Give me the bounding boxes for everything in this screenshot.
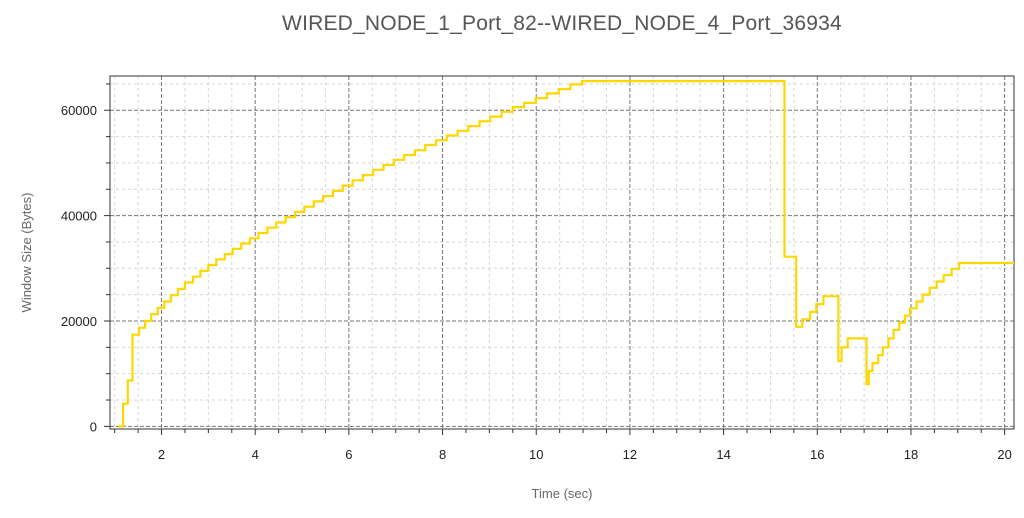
- x-tick-label: 6: [345, 447, 352, 462]
- y-tick-label: 0: [90, 419, 97, 434]
- x-tick-label: 2: [158, 447, 165, 462]
- x-tick-label: 8: [439, 447, 446, 462]
- x-axis-label: Time (sec): [532, 486, 593, 501]
- x-tick-label: 18: [904, 447, 918, 462]
- x-tick-label: 14: [716, 447, 730, 462]
- x-tick-label: 20: [997, 447, 1011, 462]
- plot-area: [110, 76, 1014, 429]
- y-tick-label: 40000: [61, 209, 97, 224]
- y-tick-label: 20000: [61, 314, 97, 329]
- x-tick-label: 16: [810, 447, 824, 462]
- plot-border: [109, 75, 1015, 430]
- y-axis-label: Window Size (Bytes): [19, 193, 34, 313]
- chart-title: WIRED_NODE_1_Port_82--WIRED_NODE_4_Port_…: [282, 12, 842, 35]
- major-gridlines: [110, 76, 1014, 429]
- y-tick-label: 60000: [61, 103, 97, 118]
- x-tick-label: 12: [623, 447, 637, 462]
- y-axis: 0 20000 40000 60000: [61, 83, 110, 434]
- x-tick-label: 4: [252, 447, 259, 462]
- x-axis: 2 4 6 8 10 12 14 16 18 20: [114, 429, 1012, 462]
- series-line: [118, 80, 1014, 428]
- minor-gridlines: [110, 76, 1014, 429]
- x-tick-label: 10: [529, 447, 543, 462]
